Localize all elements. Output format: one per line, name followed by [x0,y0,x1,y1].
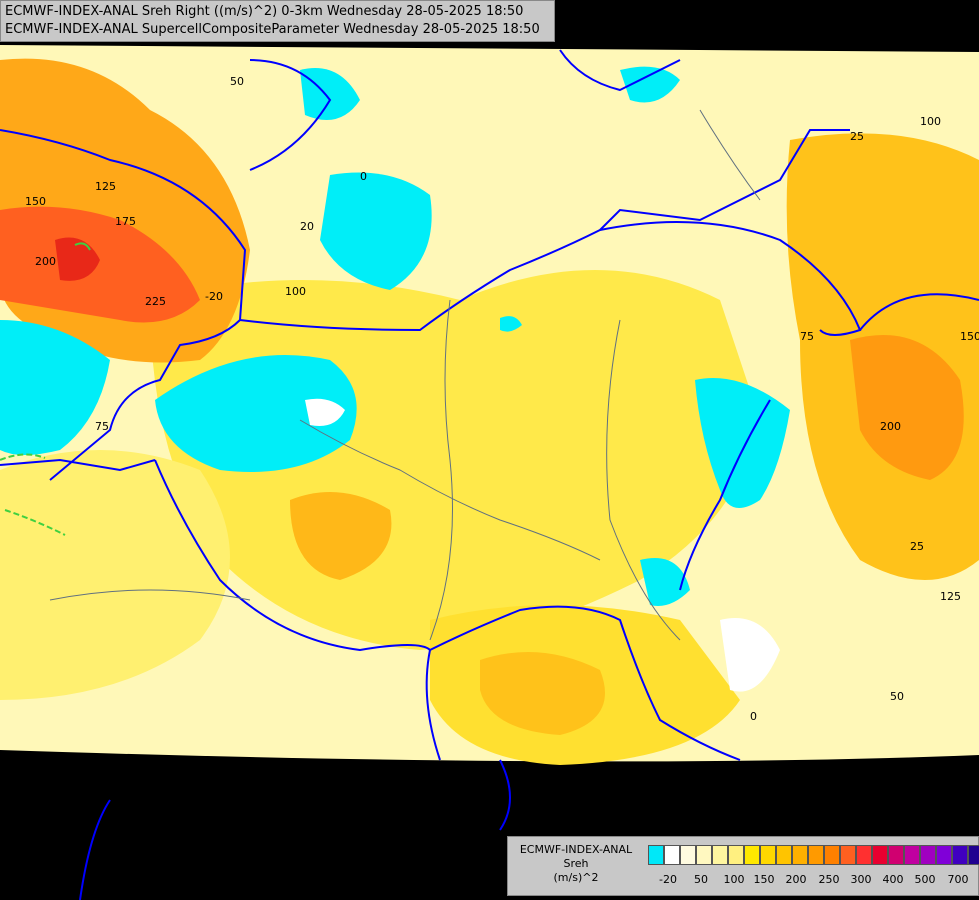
legend-swatch [776,845,792,865]
legend-swatch [888,845,904,865]
field-cyan-small [500,316,522,332]
legend-swatch [760,845,776,865]
contour-label: 75 [800,330,814,343]
contour-label: -20 [205,290,223,303]
legend-tick-label: 300 [850,873,872,886]
legend-swatch [840,845,856,865]
field-cyan-hungary [640,558,690,606]
legend-swatch [920,845,936,865]
contour-label: 200 [880,420,901,433]
legend-tick-label: 700 [947,873,969,886]
contour-label: 25 [910,540,924,553]
contour-label: 150 [960,330,979,343]
legend-swatch [696,845,712,865]
legend-tick-label: 250 [818,873,840,886]
contour-label: 0 [750,710,757,723]
legend-tick-label: 50 [694,873,708,886]
field-orange-center [290,492,392,580]
contour-label: 175 [115,215,136,228]
field-yellow-west [0,450,230,700]
legend-swatch [856,845,872,865]
contour-label: 25 [850,130,864,143]
contour-label: 0 [360,170,367,183]
contour-label: 100 [285,285,306,298]
legend-swatch [728,845,744,865]
legend-swatch [648,845,664,865]
legend-tick-label: 200 [785,873,807,886]
legend-ticks: -20 50 100 150 200 250 300 400 500 700 [648,873,978,889]
legend-swatch [712,845,728,865]
contour-label: 75 [95,420,109,433]
contour-label: 125 [940,590,961,603]
legend-swatch [824,845,840,865]
scp-contour-west [0,453,66,536]
legend-swatch [936,845,952,865]
contour-label: 20 [300,220,314,233]
field-cyan-czech [155,355,357,472]
contour-label: 50 [230,75,244,88]
legend-swatch [792,845,808,865]
contour-label: 225 [145,295,166,308]
legend-swatch [744,845,760,865]
legend-model: ECMWF-INDEX-ANAL [519,843,633,856]
contour-label: 125 [95,180,116,193]
field-darkorange-east [850,335,964,480]
rivers [49,109,761,641]
field-cyan-north [300,68,360,120]
contour-label: 150 [25,195,46,208]
scp-contour-northwest [74,242,91,251]
title-line-1: ECMWF-INDEX-ANAL Sreh Right ((m/s)^2) 0-… [5,4,524,19]
field-white-czech [305,398,345,426]
legend-swatch [664,845,680,865]
contour-label: 100 [920,115,941,128]
field-cyan-poland [320,172,432,290]
country-borders [0,49,979,900]
field-orange-south [480,652,605,735]
field-red-northwest [0,206,200,323]
legend-tick-label: 500 [914,873,936,886]
field-cyan-northeast [620,66,680,103]
field-cyan-slovakia [695,378,790,508]
legend-unit: (m/s)^2 [553,871,599,884]
legend-swatch [872,845,888,865]
legend-swatch [968,845,979,865]
legend-swatch [680,845,696,865]
field-cyan-west [0,320,110,455]
title-panel: ECMWF-INDEX-ANAL Sreh Right ((m/s)^2) 0-… [0,0,555,42]
legend-swatch [808,845,824,865]
legend-tick-label: 400 [882,873,904,886]
legend-swatch [904,845,920,865]
legend-swatches [648,845,979,867]
legend-swatch [952,845,968,865]
field-white-southeast [720,618,780,692]
legend-tick-label: 100 [723,873,745,886]
legend-parameter: Sreh [563,857,589,870]
contour-label: 200 [35,255,56,268]
contour-label: 50 [890,690,904,703]
legend-tick-label: 150 [753,873,775,886]
title-line-2: ECMWF-INDEX-ANAL SupercellCompositeParam… [5,22,540,37]
contour-labels: 125 150 175 200 225 100 75 50 25 0 20 -20 200 150 125 1… [25,75,979,723]
legend-tick-label: -20 [659,873,677,886]
legend-label: ECMWF-INDEX-ANAL Sreh (m/s)^2 [512,843,640,885]
legend-panel: ECMWF-INDEX-ANAL Sreh (m/s)^2 -20 50 100 15… [507,836,979,896]
